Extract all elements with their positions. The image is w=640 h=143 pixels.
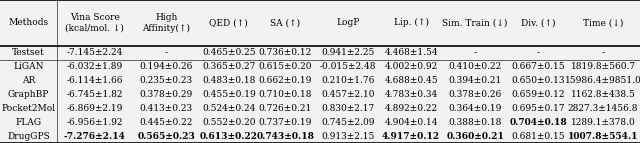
Text: 2827.3±1456.8: 2827.3±1456.8 (568, 104, 638, 113)
Text: 0.941±2.25: 0.941±2.25 (321, 48, 374, 57)
Text: 1289.1±378.0: 1289.1±378.0 (571, 118, 636, 127)
Text: Vina Score
(kcal/mol. ↓): Vina Score (kcal/mol. ↓) (65, 13, 124, 33)
Text: -6.956±1.92: -6.956±1.92 (67, 118, 123, 127)
Text: -: - (537, 48, 540, 57)
Text: -6.869±2.19: -6.869±2.19 (67, 104, 123, 113)
Text: 0.615±0.20: 0.615±0.20 (259, 62, 312, 71)
Text: Methods: Methods (8, 18, 49, 27)
Text: 1007.8±554.1: 1007.8±554.1 (568, 132, 638, 141)
Text: 0.726±0.21: 0.726±0.21 (259, 104, 312, 113)
Text: 1819.8±560.7: 1819.8±560.7 (571, 62, 636, 71)
Text: 0.695±0.17: 0.695±0.17 (511, 104, 565, 113)
Text: 0.413±0.23: 0.413±0.23 (140, 104, 193, 113)
Text: 0.737±0.19: 0.737±0.19 (259, 118, 312, 127)
Text: Pocket2Mol: Pocket2Mol (1, 104, 56, 113)
Text: 4.892±0.22: 4.892±0.22 (385, 104, 438, 113)
Text: -7.145±2.24: -7.145±2.24 (67, 48, 123, 57)
Text: 4.917±0.12: 4.917±0.12 (382, 132, 440, 141)
Text: LiGAN: LiGAN (13, 62, 44, 71)
Text: 0.445±0.22: 0.445±0.22 (140, 118, 193, 127)
Text: DrugGPS: DrugGPS (7, 132, 50, 141)
Text: 0.524±0.24: 0.524±0.24 (202, 104, 255, 113)
Text: 0.360±0.21: 0.360±0.21 (446, 132, 504, 141)
Text: 0.830±2.17: 0.830±2.17 (321, 104, 374, 113)
Text: 0.457±2.10: 0.457±2.10 (321, 90, 374, 99)
Text: 4.783±0.34: 4.783±0.34 (385, 90, 438, 99)
Text: AR: AR (22, 76, 35, 85)
Text: 0.465±0.25: 0.465±0.25 (202, 48, 256, 57)
Text: 0.736±0.12: 0.736±0.12 (259, 48, 312, 57)
Text: 0.565±0.23: 0.565±0.23 (138, 132, 195, 141)
Text: 0.364±0.19: 0.364±0.19 (449, 104, 502, 113)
Text: -7.276±2.14: -7.276±2.14 (63, 132, 125, 141)
Text: 0.455±0.19: 0.455±0.19 (202, 90, 256, 99)
Text: LogP: LogP (336, 18, 360, 27)
Text: 0.667±0.15: 0.667±0.15 (511, 62, 565, 71)
Text: Div. (↑): Div. (↑) (521, 18, 556, 27)
Text: 0.662±0.19: 0.662±0.19 (259, 76, 312, 85)
Text: -6.032±1.89: -6.032±1.89 (67, 62, 123, 71)
Text: 15986.4±9851.0: 15986.4±9851.0 (564, 76, 640, 85)
Text: -: - (602, 48, 605, 57)
Text: GraphBP: GraphBP (8, 90, 49, 99)
Text: 4.002±0.92: 4.002±0.92 (385, 62, 438, 71)
Text: 0.659±0.12: 0.659±0.12 (512, 90, 565, 99)
Text: Time (↓): Time (↓) (583, 18, 623, 27)
Text: 0.194±0.26: 0.194±0.26 (140, 62, 193, 71)
Text: 0.378±0.29: 0.378±0.29 (140, 90, 193, 99)
Text: 0.410±0.22: 0.410±0.22 (449, 62, 502, 71)
Text: 4.904±0.14: 4.904±0.14 (385, 118, 438, 127)
Text: 0.613±0.22: 0.613±0.22 (200, 132, 258, 141)
Text: Sim. Train (↓): Sim. Train (↓) (442, 18, 508, 27)
Text: -6.114±1.66: -6.114±1.66 (67, 76, 123, 85)
Text: 0.681±0.15: 0.681±0.15 (511, 132, 565, 141)
Text: -: - (164, 48, 168, 57)
Text: 0.388±0.18: 0.388±0.18 (449, 118, 502, 127)
Text: High
Affinity(↑): High Affinity(↑) (142, 13, 190, 33)
Text: -6.745±1.82: -6.745±1.82 (67, 90, 123, 99)
Text: Lip. (↑): Lip. (↑) (394, 18, 429, 27)
Text: 4.468±1.54: 4.468±1.54 (384, 48, 438, 57)
Text: -: - (474, 48, 477, 57)
Text: 0.743±0.18: 0.743±0.18 (256, 132, 314, 141)
Text: 4.688±0.45: 4.688±0.45 (384, 76, 438, 85)
Text: 0.704±0.18: 0.704±0.18 (509, 118, 567, 127)
Text: 0.394±0.21: 0.394±0.21 (449, 76, 502, 85)
Text: FLAG: FLAG (15, 118, 42, 127)
Text: 1162.8±438.5: 1162.8±438.5 (571, 90, 636, 99)
Text: 0.210±1.76: 0.210±1.76 (321, 76, 374, 85)
Text: 0.365±0.27: 0.365±0.27 (202, 62, 255, 71)
Text: 0.235±0.23: 0.235±0.23 (140, 76, 193, 85)
Text: QED (↑): QED (↑) (209, 18, 248, 27)
Text: 0.483±0.18: 0.483±0.18 (202, 76, 255, 85)
Text: 0.913±2.15: 0.913±2.15 (321, 132, 374, 141)
Text: 0.745±2.09: 0.745±2.09 (321, 118, 374, 127)
Text: 0.710±0.18: 0.710±0.18 (259, 90, 312, 99)
Text: -0.015±2.48: -0.015±2.48 (319, 62, 376, 71)
Text: 0.650±0.13: 0.650±0.13 (512, 76, 565, 85)
Text: SA (↑): SA (↑) (270, 18, 300, 27)
Text: 0.552±0.20: 0.552±0.20 (202, 118, 255, 127)
Text: Testset: Testset (12, 48, 45, 57)
Text: 0.378±0.26: 0.378±0.26 (449, 90, 502, 99)
